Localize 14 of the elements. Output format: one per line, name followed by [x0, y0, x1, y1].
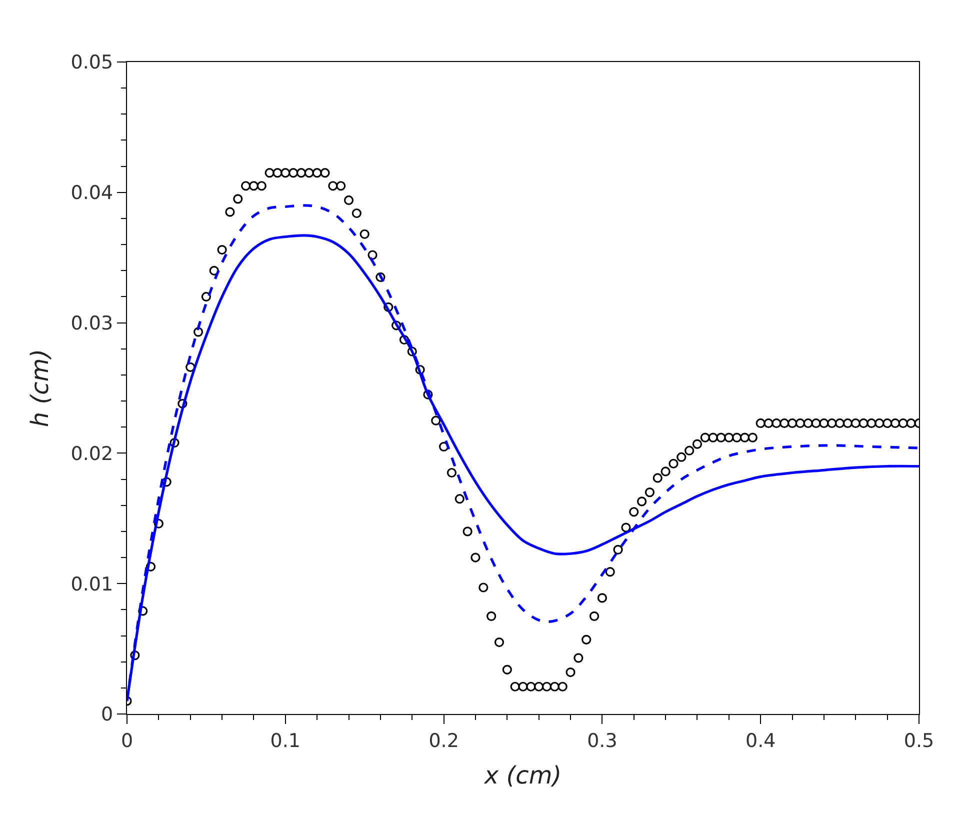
x-tick-label: 0 — [120, 730, 134, 752]
x-tick-label: 0.2 — [428, 730, 459, 752]
y-tick-label: 0.03 — [70, 312, 114, 334]
y-tick-label: 0.04 — [70, 182, 114, 204]
x-tick-label: 0.4 — [745, 730, 776, 752]
x-tick-label: 0.3 — [587, 730, 618, 752]
y-axis-title: h (cm) — [26, 348, 54, 428]
y-tick-label: 0.02 — [70, 442, 114, 465]
y-tick-label: 0.01 — [70, 573, 114, 596]
x-tick-label: 0.1 — [270, 730, 301, 752]
x-axis-title: x (cm) — [483, 761, 562, 790]
x-tick-label: 0.5 — [904, 730, 934, 752]
y-tick-label: 0 — [100, 704, 114, 726]
y-tick-label: 0.05 — [70, 52, 114, 74]
